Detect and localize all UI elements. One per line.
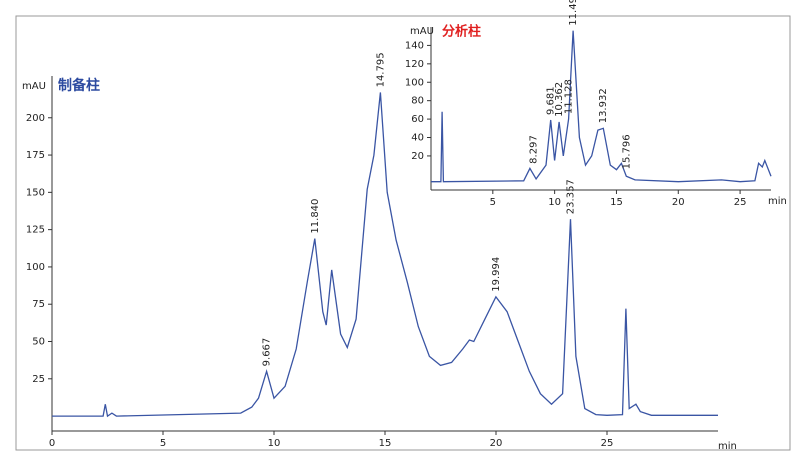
y-tick-label: 120 <box>405 59 424 70</box>
x-tick-label: 5 <box>490 197 496 208</box>
y-tick-label: 80 <box>411 96 424 107</box>
x-tick-label: 20 <box>490 438 503 449</box>
y-tick-label: 150 <box>26 187 45 198</box>
peak-label: 23.357 <box>566 179 577 214</box>
y-tick-label: 40 <box>411 133 424 144</box>
y-tick-label: 20 <box>411 151 424 162</box>
y-tick-label: 60 <box>411 114 424 125</box>
x-tick-label: 5 <box>160 438 166 449</box>
x-tick-label: 15 <box>610 197 623 208</box>
trace <box>52 92 718 418</box>
x-tick-label: 15 <box>379 438 392 449</box>
x-tick-label: 0 <box>49 438 55 449</box>
y-axis-label: mAU <box>22 81 46 92</box>
peak-label: 11.128 <box>564 79 575 114</box>
x-axis-label: min <box>768 196 787 207</box>
y-tick-label: 50 <box>32 337 45 348</box>
x-axis-label: min <box>718 441 737 452</box>
y-tick-label: 25 <box>32 374 45 385</box>
x-tick-label: 10 <box>548 197 561 208</box>
inset-background <box>400 18 788 208</box>
peak-label: 10.362 <box>554 82 565 117</box>
y-tick-label: 125 <box>26 225 45 236</box>
y-tick-label: 200 <box>26 113 45 124</box>
y-tick-label: 100 <box>405 77 424 88</box>
x-tick-label: 20 <box>672 197 685 208</box>
peak-label: 8.297 <box>529 135 540 164</box>
y-tick-label: 100 <box>26 262 45 273</box>
peak-label: 15.796 <box>621 134 632 169</box>
x-tick-label: 25 <box>601 438 614 449</box>
y-tick-label: 140 <box>405 40 424 51</box>
chart-title: 制备柱 <box>58 77 100 94</box>
trace <box>431 30 772 183</box>
peak-label: 9.667 <box>262 338 273 367</box>
peak-label: 13.932 <box>598 88 609 123</box>
y-tick-label: 175 <box>26 150 45 161</box>
x-tick-label: 10 <box>268 438 281 449</box>
y-axis-label: mAU <box>410 26 434 37</box>
x-tick-label: 25 <box>734 197 747 208</box>
chart-title: 分析柱 <box>442 24 481 40</box>
peak-label: 11.490 <box>568 0 579 26</box>
peak-label: 19.994 <box>491 257 502 292</box>
peak-label: 9.681 <box>546 86 557 115</box>
y-tick-label: 75 <box>32 299 45 310</box>
peak-label: 14.795 <box>375 52 386 87</box>
peak-label: 11.840 <box>310 199 321 234</box>
